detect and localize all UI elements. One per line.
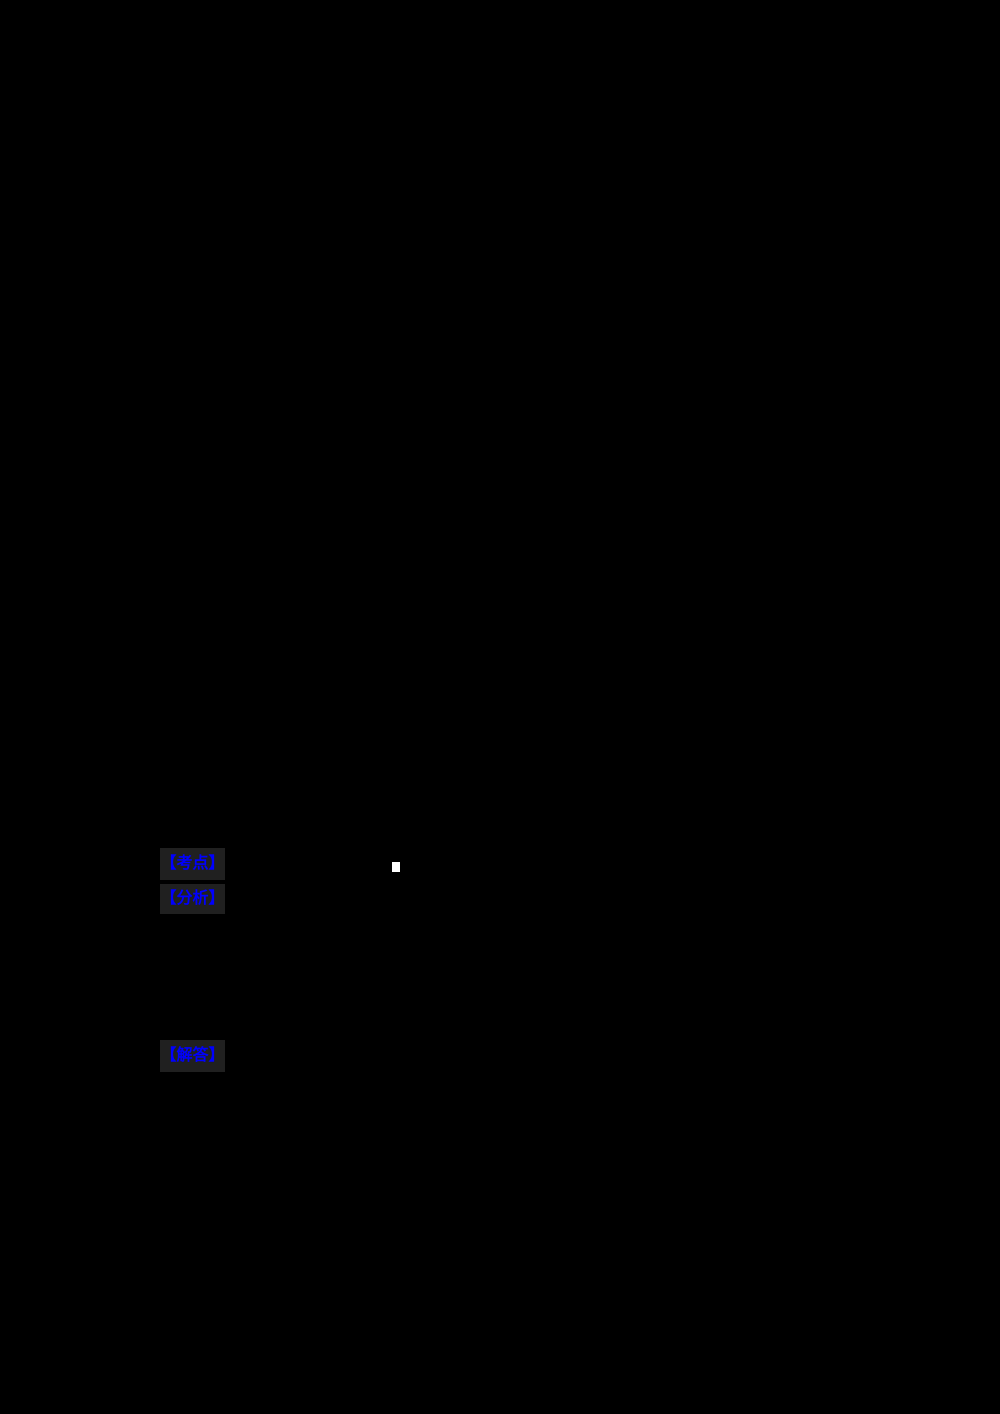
section-label-kaodian: 【考点】: [160, 848, 225, 880]
section-label-jieda: 【解答】: [160, 1040, 225, 1072]
answer-placeholder-square: [392, 862, 400, 872]
section-label-fenxi: 【分析】: [160, 884, 225, 914]
